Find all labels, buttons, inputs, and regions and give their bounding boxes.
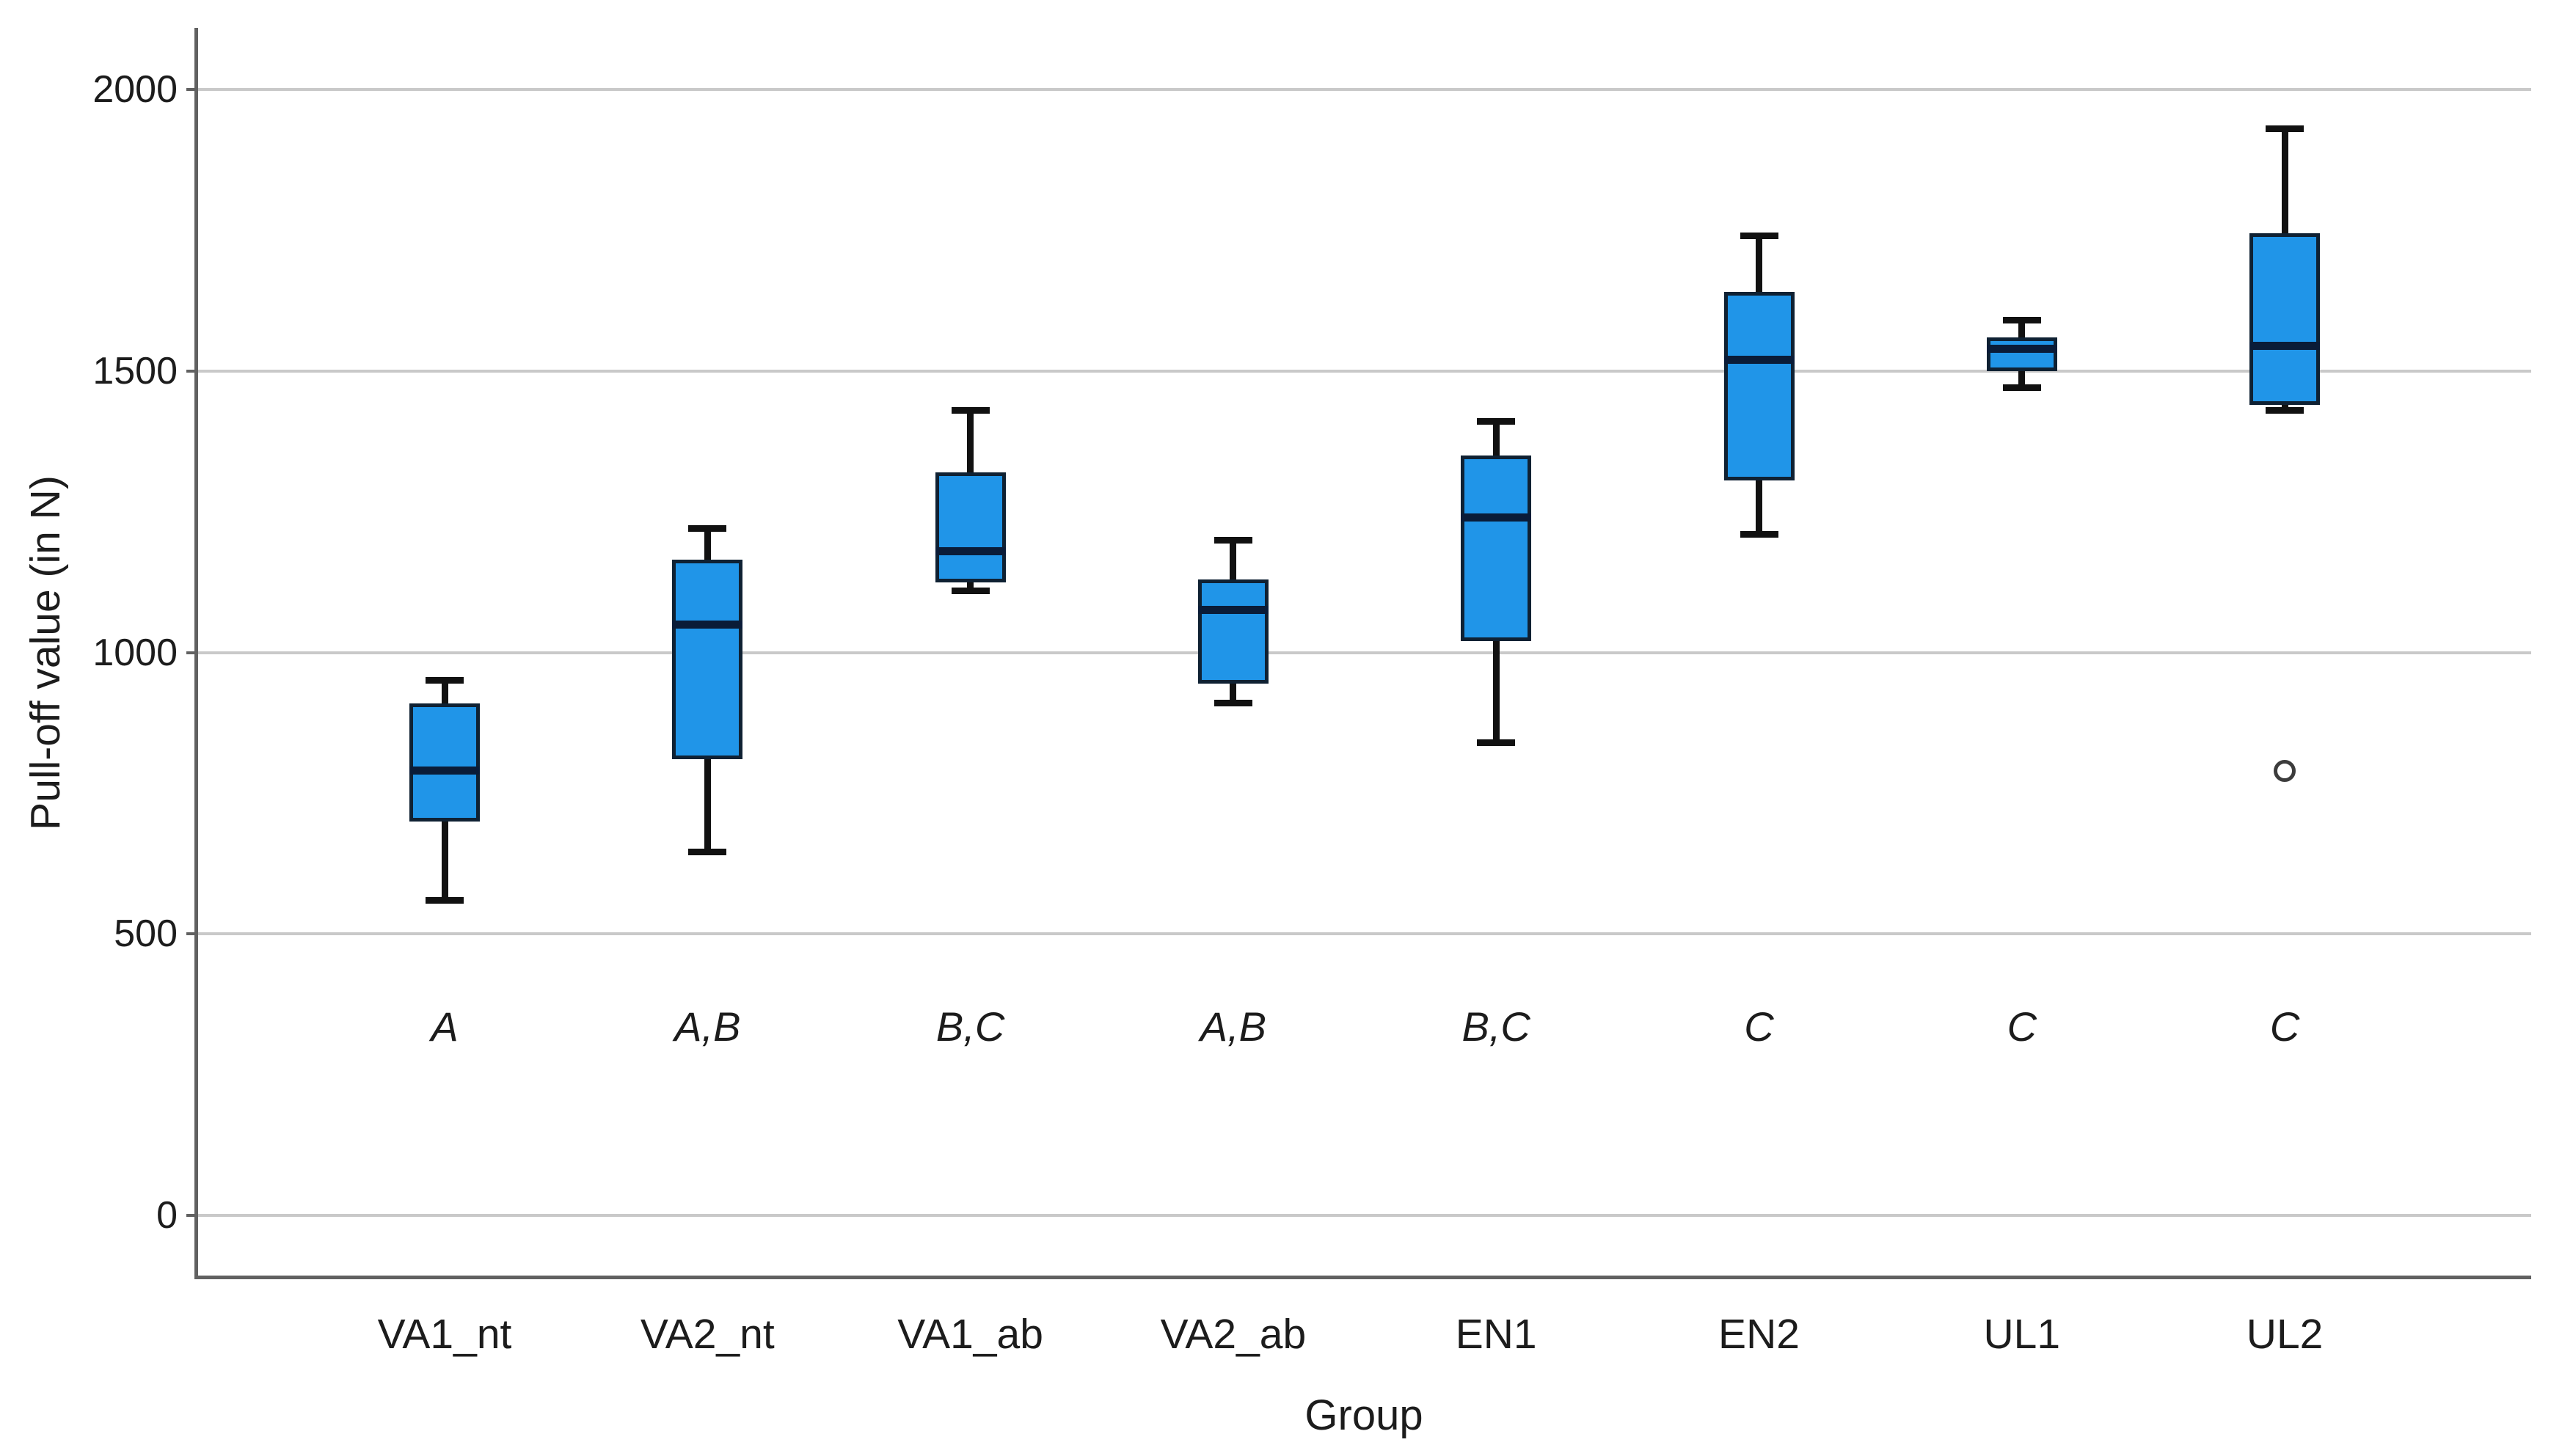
whisker-cap-min <box>2002 384 2041 392</box>
box-EN2 <box>1723 292 1795 481</box>
x-tick-label-EN2: EN2 <box>1718 1311 1800 1358</box>
whisker-cap-max <box>951 406 990 414</box>
y-tick-label-2000: 2000 <box>92 68 178 111</box>
median-line-VA2_ab <box>1197 606 1269 615</box>
whisker-cap-max <box>1740 233 1778 240</box>
y-tick-label-1000: 1000 <box>92 631 178 674</box>
whisker-cap-min <box>426 896 464 904</box>
whisker-cap-min <box>1740 530 1778 538</box>
outlier-UL2 <box>2274 759 2296 782</box>
box-UL2 <box>2249 233 2321 405</box>
whisker-cap-max <box>1214 536 1252 544</box>
y-tickmark-0 <box>186 1214 197 1217</box>
median-line-EN1 <box>1461 513 1532 522</box>
significance-letter-EN1: B,C <box>1461 1003 1530 1050</box>
gridline-2000 <box>197 88 2531 91</box>
median-line-VA1_nt <box>409 767 480 775</box>
median-line-VA2_nt <box>672 620 743 629</box>
y-tick-label-0: 0 <box>156 1194 178 1237</box>
significance-letter-EN2: C <box>1744 1003 1774 1050</box>
whisker-cap-min <box>1214 700 1252 707</box>
gridline-0 <box>197 1214 2531 1217</box>
y-tickmark-1500 <box>186 369 197 373</box>
y-axis-line <box>194 28 198 1277</box>
whisker-cap-max <box>2266 125 2304 133</box>
x-tick-label-UL2: UL2 <box>2246 1311 2324 1358</box>
x-tick-label-VA1_ab: VA1_ab <box>897 1311 1043 1358</box>
box-VA2_nt <box>672 559 743 760</box>
whisker-cap-max <box>1477 418 1516 425</box>
gridline-500 <box>197 932 2531 936</box>
significance-letter-VA1_nt: A <box>431 1003 459 1050</box>
box-UL1 <box>1986 337 2057 371</box>
x-tick-label-UL1: UL1 <box>1983 1311 2061 1358</box>
whisker-cap-max <box>688 525 727 533</box>
whisker-cap-min <box>688 849 727 856</box>
y-tickmark-500 <box>186 932 197 936</box>
x-tick-label-EN1: EN1 <box>1455 1311 1537 1358</box>
significance-letter-VA2_nt: A,B <box>674 1003 741 1050</box>
gridline-1500 <box>197 369 2531 373</box>
whisker-cap-min <box>2266 406 2304 414</box>
median-line-VA1_ab <box>935 546 1006 555</box>
significance-letter-VA1_ab: B,C <box>935 1003 1005 1050</box>
y-tickmark-1000 <box>186 651 197 654</box>
y-tick-label-500: 500 <box>114 912 178 956</box>
whisker-cap-max <box>2002 317 2041 324</box>
x-tick-label-VA2_ab: VA2_ab <box>1160 1311 1307 1358</box>
x-axis-title: Group <box>1304 1391 1423 1439</box>
median-line-UL1 <box>1986 344 2057 353</box>
whisker-cap-max <box>426 677 464 684</box>
x-axis-line <box>194 1276 2531 1279</box>
significance-letter-UL1: C <box>2007 1003 2037 1050</box>
whisker-cap-min <box>951 587 990 594</box>
significance-letter-UL2: C <box>2269 1003 2300 1050</box>
y-tick-label-1500: 1500 <box>92 349 178 392</box>
significance-letter-VA2_ab: A,B <box>1200 1003 1267 1050</box>
gridline-1000 <box>197 651 2531 654</box>
whisker-cap-min <box>1477 739 1516 746</box>
box-VA1_ab <box>935 472 1006 582</box>
box-VA1_nt <box>409 703 480 822</box>
box-VA2_ab <box>1197 579 1269 684</box>
box-EN1 <box>1461 455 1532 642</box>
y-tickmark-2000 <box>186 88 197 91</box>
median-line-UL2 <box>2249 341 2321 350</box>
median-line-EN2 <box>1723 355 1795 364</box>
x-tick-label-VA2_nt: VA2_nt <box>640 1311 775 1358</box>
x-tick-label-VA1_nt: VA1_nt <box>377 1311 512 1358</box>
